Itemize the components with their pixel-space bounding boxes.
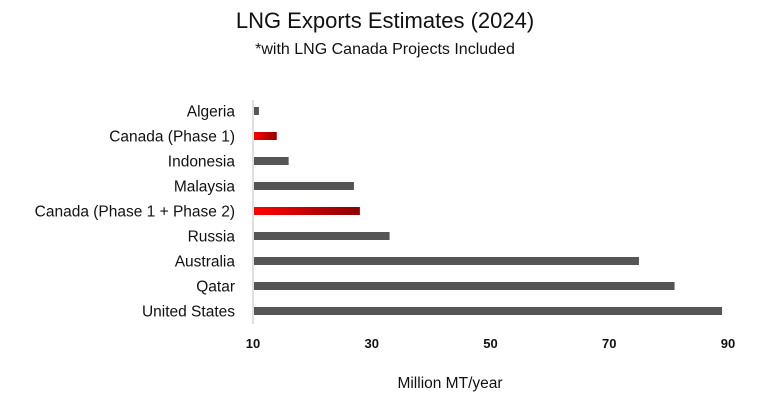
category-label: Canada (Phase 1) <box>109 129 235 146</box>
bar-3 <box>254 182 354 190</box>
x-tick-label: 30 <box>365 336 379 351</box>
x-tick-label: 90 <box>721 336 735 351</box>
category-label: Russia <box>188 229 236 246</box>
category-label: Indonesia <box>168 154 236 171</box>
category-label: Qatar <box>196 279 235 296</box>
bar-4 <box>254 207 360 215</box>
bar-1 <box>254 132 277 140</box>
category-label: Algeria <box>187 104 236 121</box>
category-label: United States <box>142 304 235 321</box>
x-tick-label: 50 <box>483 336 497 351</box>
chart-subtitle: *with LNG Canada Projects Included <box>255 41 515 58</box>
category-label: Australia <box>175 254 236 271</box>
bar-0 <box>254 107 259 115</box>
category-label: Canada (Phase 1 + Phase 2) <box>35 204 235 221</box>
bar-5 <box>254 232 390 240</box>
x-axis-title: Million MT/year <box>397 375 502 392</box>
bar-8 <box>254 307 723 315</box>
bar-6 <box>254 257 639 265</box>
x-tick-label: 70 <box>602 336 616 351</box>
chart-title: LNG Exports Estimates (2024) <box>235 8 535 33</box>
x-tick-label: 10 <box>246 336 260 351</box>
bar-2 <box>254 157 289 165</box>
bar-7 <box>254 282 675 290</box>
category-label: Malaysia <box>174 179 236 196</box>
